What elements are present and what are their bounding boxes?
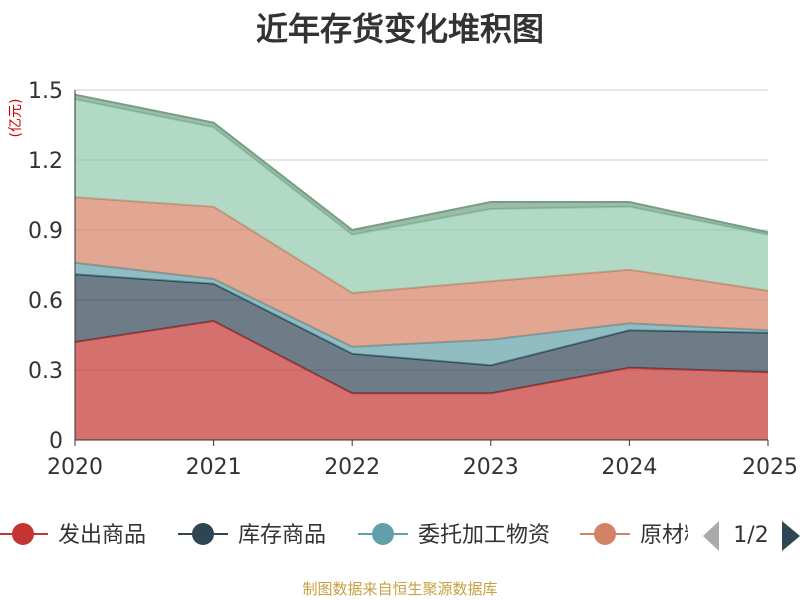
legend-marker bbox=[372, 523, 394, 545]
area-series bbox=[74, 93, 769, 440]
x-tick-label: 2020 bbox=[47, 455, 103, 480]
area-series-1 bbox=[75, 274, 768, 394]
legend-marker bbox=[192, 523, 214, 545]
y-tick-label: 1.2 bbox=[28, 149, 63, 174]
x-tick-label: 2025 bbox=[742, 455, 798, 480]
area-series-0 bbox=[75, 321, 768, 440]
y-tick-label: 0.3 bbox=[28, 359, 63, 384]
y-tick-label: 1.5 bbox=[28, 79, 63, 104]
x-tick-label: 2023 bbox=[463, 455, 519, 480]
legend-item[interactable]: 库存商品 bbox=[178, 523, 326, 548]
legend-next-icon[interactable] bbox=[782, 521, 800, 551]
x-tick-label: 2024 bbox=[601, 455, 657, 480]
y-unit-label: (亿元) bbox=[8, 99, 24, 138]
y-tick-label: 0.6 bbox=[28, 289, 63, 314]
source-note: 制图数据来自恒生聚源数据库 bbox=[302, 580, 498, 598]
chart-title: 近年存货变化堆积图 bbox=[255, 10, 544, 48]
legend-items: 发出商品 库存商品 委托加工物资 原材料 bbox=[0, 523, 706, 548]
legend-prev-icon[interactable] bbox=[703, 521, 719, 551]
legend-page-indicator: 1/2 bbox=[733, 523, 768, 548]
legend-item[interactable]: 发出商品 bbox=[0, 523, 146, 548]
y-tick-label: 0 bbox=[49, 429, 63, 454]
x-tick-label: 2021 bbox=[186, 455, 242, 480]
legend-label: 委托加工物资 bbox=[418, 523, 550, 548]
y-tick-label: 0.9 bbox=[28, 219, 63, 244]
series-line-5 bbox=[74, 93, 769, 234]
legend[interactable]: 发出商品 库存商品 委托加工物资 原材料 1/2 bbox=[0, 521, 800, 551]
axes: 0 0.3 0.6 0.9 1.2 1.5(亿元) 2020 2021 2022 2023 2024… bbox=[8, 79, 798, 480]
legend-label: 原材料 bbox=[640, 523, 706, 548]
legend-label: 库存商品 bbox=[238, 523, 326, 548]
area-series-2 bbox=[75, 262, 768, 366]
legend-item[interactable]: 原材料 bbox=[580, 523, 706, 548]
legend-marker bbox=[594, 523, 616, 545]
area-series-4 bbox=[75, 99, 768, 293]
legend-item[interactable]: 委托加工物资 bbox=[358, 523, 550, 548]
x-tick-label: 2022 bbox=[324, 455, 380, 480]
legend-label: 发出商品 bbox=[58, 523, 146, 548]
legend-marker bbox=[12, 523, 34, 545]
area-series-3 bbox=[75, 197, 768, 347]
